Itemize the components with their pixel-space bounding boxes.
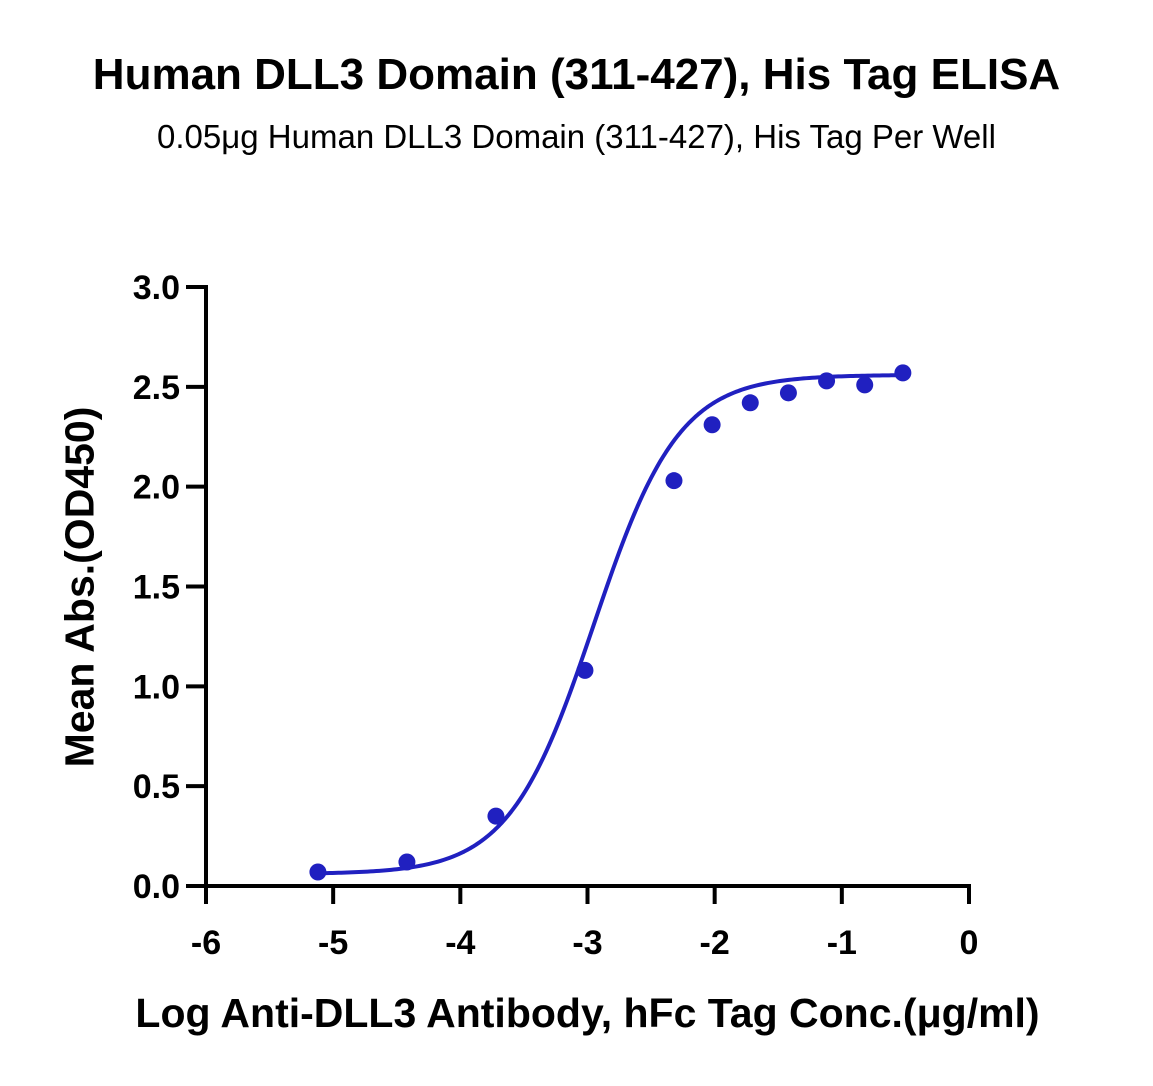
data-point [665, 472, 683, 490]
fit-curve [317, 373, 903, 876]
data-point [818, 372, 836, 390]
x-tick-label: -5 [318, 924, 348, 962]
data-point [856, 376, 874, 394]
data-point [487, 807, 505, 825]
y-tick-label: 0.0 [133, 868, 180, 906]
chart-title: Human DLL3 Domain (311-427), His Tag ELI… [92, 50, 1061, 99]
x-tick-label: -3 [572, 924, 602, 962]
y-tick-label: 2.5 [133, 369, 180, 407]
chart-subtitle: 0.05μg Human DLL3 Domain (311-427), His … [157, 118, 996, 155]
x-tick-label: -6 [191, 924, 221, 962]
data-point [398, 853, 416, 871]
x-tick-label: -1 [827, 924, 857, 962]
y-tick-label: 1.0 [133, 668, 180, 706]
y-tick-label: 2.0 [133, 469, 180, 507]
data-point [741, 394, 759, 412]
x-tick-label: 0 [960, 924, 979, 962]
data-point [576, 661, 594, 679]
x-tick-label: -2 [700, 924, 730, 962]
x-axis-label: Log Anti-DLL3 Antibody, hFc Tag Conc.(μg… [135, 990, 1040, 1036]
x-tick-label: -4 [445, 924, 475, 962]
data-point [779, 384, 797, 402]
data-point [703, 416, 721, 434]
y-tick-label: 0.5 [133, 768, 180, 806]
y-tick-label: 1.5 [133, 569, 180, 607]
data-point [309, 863, 327, 881]
data-point [894, 364, 912, 382]
y-tick-label: 3.0 [133, 269, 180, 307]
